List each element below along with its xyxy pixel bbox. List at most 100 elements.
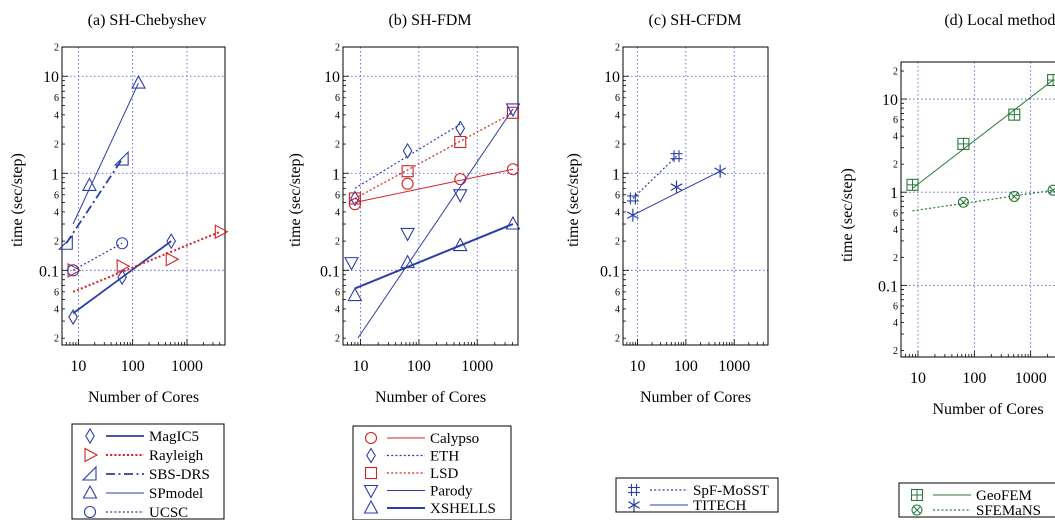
series-eth [350,120,466,207]
data-point [626,208,639,222]
x-tick-label: 10 [630,358,646,375]
y-axis-label: time (sec/step) [839,168,856,262]
y-minor-tick-label: 4 [335,110,340,121]
legend: MagIC5 Rayleigh SBS-DRS SPmodel UCSC [71,423,225,520]
y-minor-tick-label: 2 [335,140,340,151]
x-tick-label: 100 [407,358,431,375]
legend-item: UCSC [83,505,188,520]
legend-label: LSD [430,466,459,482]
data-point [68,308,78,326]
y-minor-tick-label: 4 [335,207,340,218]
chart-panel-4: 10 100 1000 0.1 1 10 2 4 6 2 4 6 2 4 6 2 (d) Local metho… [839,12,1055,519]
chart-title: (a) SH-Chebyshev [88,12,207,29]
data-point [506,163,519,176]
chart-title: (c) SH-CFDM [649,12,742,29]
data-point [455,120,466,137]
chart-title: (b) SH-FDM [388,12,471,29]
legend-label: SBS-DRS [149,467,210,483]
data-point [670,180,683,194]
y-tick-label: 0.1 [878,278,898,295]
legend-label: Calypso [430,431,479,447]
y-minor-tick-label: 4 [335,304,340,315]
series-sbs-drs [57,150,129,250]
y-minor-tick-label: 4 [615,207,620,218]
y-minor-tick-label: 4 [54,110,59,121]
y-tick-label: 0.1 [39,263,59,280]
legend-label: ETH [430,449,459,465]
legend-label: Parody [430,484,473,500]
legend-frame [352,425,512,520]
legend-label: MagIC5 [149,429,199,445]
data-point [1008,108,1021,121]
y-minor-tick-label: 4 [54,304,59,315]
y-minor-tick-label: 6 [893,115,898,126]
y-minor-tick-label: 4 [615,110,620,121]
series-line [72,230,221,293]
y-axis-label: time (sec/step) [565,153,582,247]
legend-label: SPmodel [149,486,203,502]
chart-panel-2: 10 100 1000 0.1 1 10 2 4 6 2 4 6 2 4 6 2 (b) SH-FDM Numbe… [287,12,521,520]
data-point [165,251,180,267]
series-xshells [347,215,521,302]
y-axis-label: time (sec/step) [287,153,304,247]
series-line [354,123,461,189]
data-point [350,190,360,207]
data-point [116,237,129,250]
y-minor-tick-label: 2 [54,334,59,345]
series-line [72,82,139,225]
y-minor-tick-label: 4 [615,304,620,315]
legend-item: ETH [366,447,459,465]
data-point [402,142,413,159]
y-minor-tick-label: 6 [615,93,620,104]
data-point [113,150,129,166]
legend-item: TITECH [628,498,746,514]
data-point [506,106,519,119]
series-line [632,155,677,199]
series-line [354,168,514,203]
series-line [72,240,172,315]
data-point [626,192,639,205]
legend-marker [363,499,379,514]
y-tick-label: 10 [604,69,620,86]
data-point [670,150,683,163]
y-minor-tick-label: 6 [615,287,620,298]
x-tick-label: 100 [674,358,698,375]
y-tick-label: 10 [882,92,898,109]
series-line [357,108,514,339]
legend-marker [364,431,378,445]
x-tick-label: 1000 [171,358,203,375]
legend-label: UCSC [149,505,188,520]
x-tick-label: 100 [962,370,986,387]
y-minor-tick-label: 4 [893,318,898,329]
series-magic5 [68,233,177,326]
legend-marker [364,466,378,480]
series-titech [626,164,727,222]
y-minor-tick-label: 2 [335,334,340,345]
x-axis-label: Number of Cores [88,389,199,406]
legend-item: Calypso [364,431,479,447]
legend-item: Parody [363,484,473,500]
series-lsd [348,106,519,205]
y-minor-tick-label: 2 [615,334,620,345]
legend-marker [81,465,97,481]
legend-frame [71,423,225,520]
y-tick-label: 10 [43,69,59,86]
data-point [1008,190,1020,203]
data-point [214,224,229,240]
y-minor-tick-label: 6 [615,190,620,201]
x-axis-label: Number of Cores [932,401,1043,418]
data-point [906,178,919,191]
y-minor-tick-label: 2 [615,43,620,54]
legend-item: SFEMaNS [911,503,1041,519]
y-minor-tick-label: 2 [335,237,340,248]
legend-frame [898,482,1055,518]
series-line [65,158,123,244]
legend-item: SpF-MoSST [628,483,769,499]
y-minor-tick-label: 6 [54,287,59,298]
legend-label: GeoFEM [976,488,1032,504]
legend-label: TITECH [693,498,746,514]
chart-panel-1: 10 100 1000 0.1 1 10 2 4 6 2 4 6 2 4 6 2 (a) SH-Chebyshe… [9,12,229,520]
data-point [401,165,414,178]
